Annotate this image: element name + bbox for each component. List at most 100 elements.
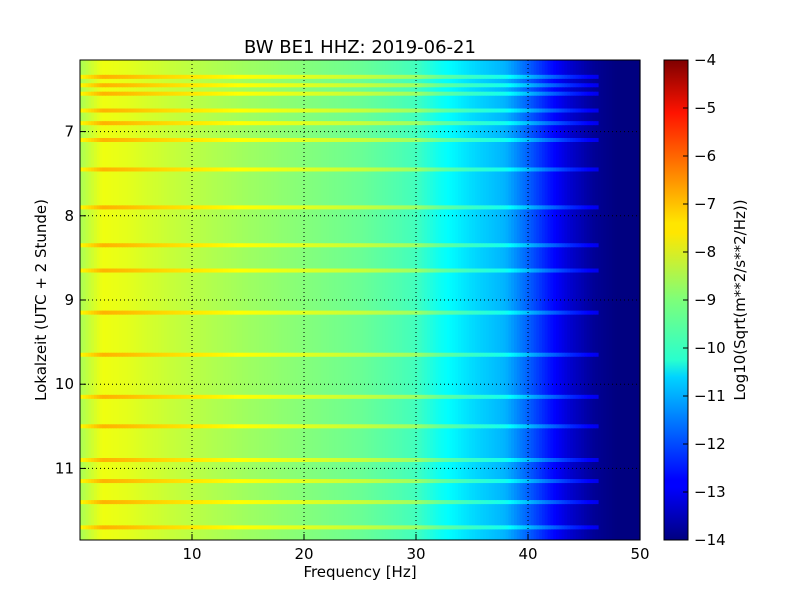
noise-band	[295, 500, 299, 505]
noise-band	[371, 525, 375, 530]
noise-band	[581, 91, 585, 96]
noise-band	[211, 74, 215, 79]
noise-band	[152, 167, 157, 172]
noise-band	[222, 310, 227, 315]
noise-band	[516, 424, 521, 429]
noise-band	[334, 352, 339, 357]
noise-band	[544, 424, 549, 429]
noise-band	[379, 74, 383, 79]
noise-band	[564, 479, 568, 484]
noise-band	[189, 458, 193, 462]
noise-band	[497, 138, 501, 142]
noise-band	[312, 205, 316, 210]
noise-band	[155, 268, 159, 273]
noise-band	[491, 394, 495, 399]
noise-band	[528, 310, 532, 315]
noise-band	[595, 525, 599, 530]
noise-band	[306, 394, 311, 399]
noise-band	[449, 500, 453, 505]
noise-band	[318, 352, 322, 357]
noise-band	[505, 243, 509, 248]
noise-band	[505, 138, 509, 142]
noise-band	[346, 268, 350, 273]
noise-band	[371, 394, 375, 399]
noise-band	[430, 205, 434, 210]
noise-band	[147, 138, 151, 142]
noise-band	[326, 121, 330, 126]
noise-band	[561, 268, 565, 273]
noise-band	[144, 121, 148, 126]
noise-band	[410, 458, 414, 462]
spectrum-column	[463, 60, 467, 540]
noise-band	[80, 205, 84, 210]
noise-band	[284, 458, 288, 462]
noise-band	[519, 310, 523, 315]
noise-band	[304, 500, 308, 505]
spectrum-column	[150, 60, 154, 540]
noise-band	[514, 458, 518, 462]
noise-band	[407, 167, 411, 172]
noise-band	[486, 394, 490, 399]
noise-band	[334, 167, 339, 172]
noise-band	[474, 91, 479, 96]
noise-band	[169, 91, 173, 96]
noise-band	[242, 138, 246, 142]
noise-band	[197, 525, 201, 530]
noise-band	[180, 167, 185, 172]
noise-band	[85, 83, 89, 88]
noise-band	[407, 205, 411, 210]
noise-band	[379, 310, 383, 315]
noise-band	[306, 268, 311, 273]
noise-band	[374, 500, 378, 505]
noise-band	[491, 500, 495, 505]
noise-band	[96, 243, 101, 248]
noise-band	[556, 167, 560, 172]
noise-band	[152, 91, 157, 96]
noise-band	[556, 243, 560, 248]
noise-band	[284, 394, 288, 399]
noise-band	[455, 167, 459, 172]
noise-band	[318, 138, 322, 142]
noise-band	[427, 74, 431, 79]
noise-band	[287, 205, 291, 210]
colorbar-tick-label: −13	[694, 483, 726, 501]
noise-band	[494, 74, 498, 79]
noise-band	[281, 268, 285, 273]
noise-band	[424, 83, 428, 88]
noise-band	[500, 394, 504, 399]
noise-band	[284, 121, 288, 126]
noise-band	[547, 458, 551, 462]
noise-band	[236, 310, 241, 315]
noise-band	[486, 352, 490, 357]
noise-band	[421, 500, 425, 505]
noise-band	[385, 121, 389, 126]
noise-band	[516, 310, 521, 315]
noise-band	[161, 394, 165, 399]
noise-band	[144, 268, 148, 273]
noise-band	[301, 91, 305, 96]
noise-band	[323, 479, 327, 484]
noise-band	[477, 458, 481, 462]
noise-band	[301, 310, 305, 315]
noise-band	[206, 83, 210, 88]
noise-band	[516, 479, 521, 484]
noise-band	[558, 167, 563, 172]
noise-band	[483, 83, 487, 88]
noise-band	[91, 458, 95, 462]
noise-band	[348, 74, 353, 79]
noise-band	[304, 458, 308, 462]
noise-band	[197, 74, 201, 79]
noise-band	[519, 121, 523, 126]
noise-band	[180, 121, 185, 126]
noise-band	[572, 83, 577, 88]
noise-band	[536, 74, 540, 79]
noise-band	[88, 525, 92, 530]
noise-band	[276, 525, 280, 530]
noise-band	[206, 138, 210, 142]
noise-band	[584, 108, 588, 113]
noise-band	[570, 458, 574, 462]
noise-band	[264, 108, 269, 113]
noise-band	[172, 121, 176, 126]
noise-band	[469, 479, 473, 484]
noise-band	[200, 205, 204, 210]
